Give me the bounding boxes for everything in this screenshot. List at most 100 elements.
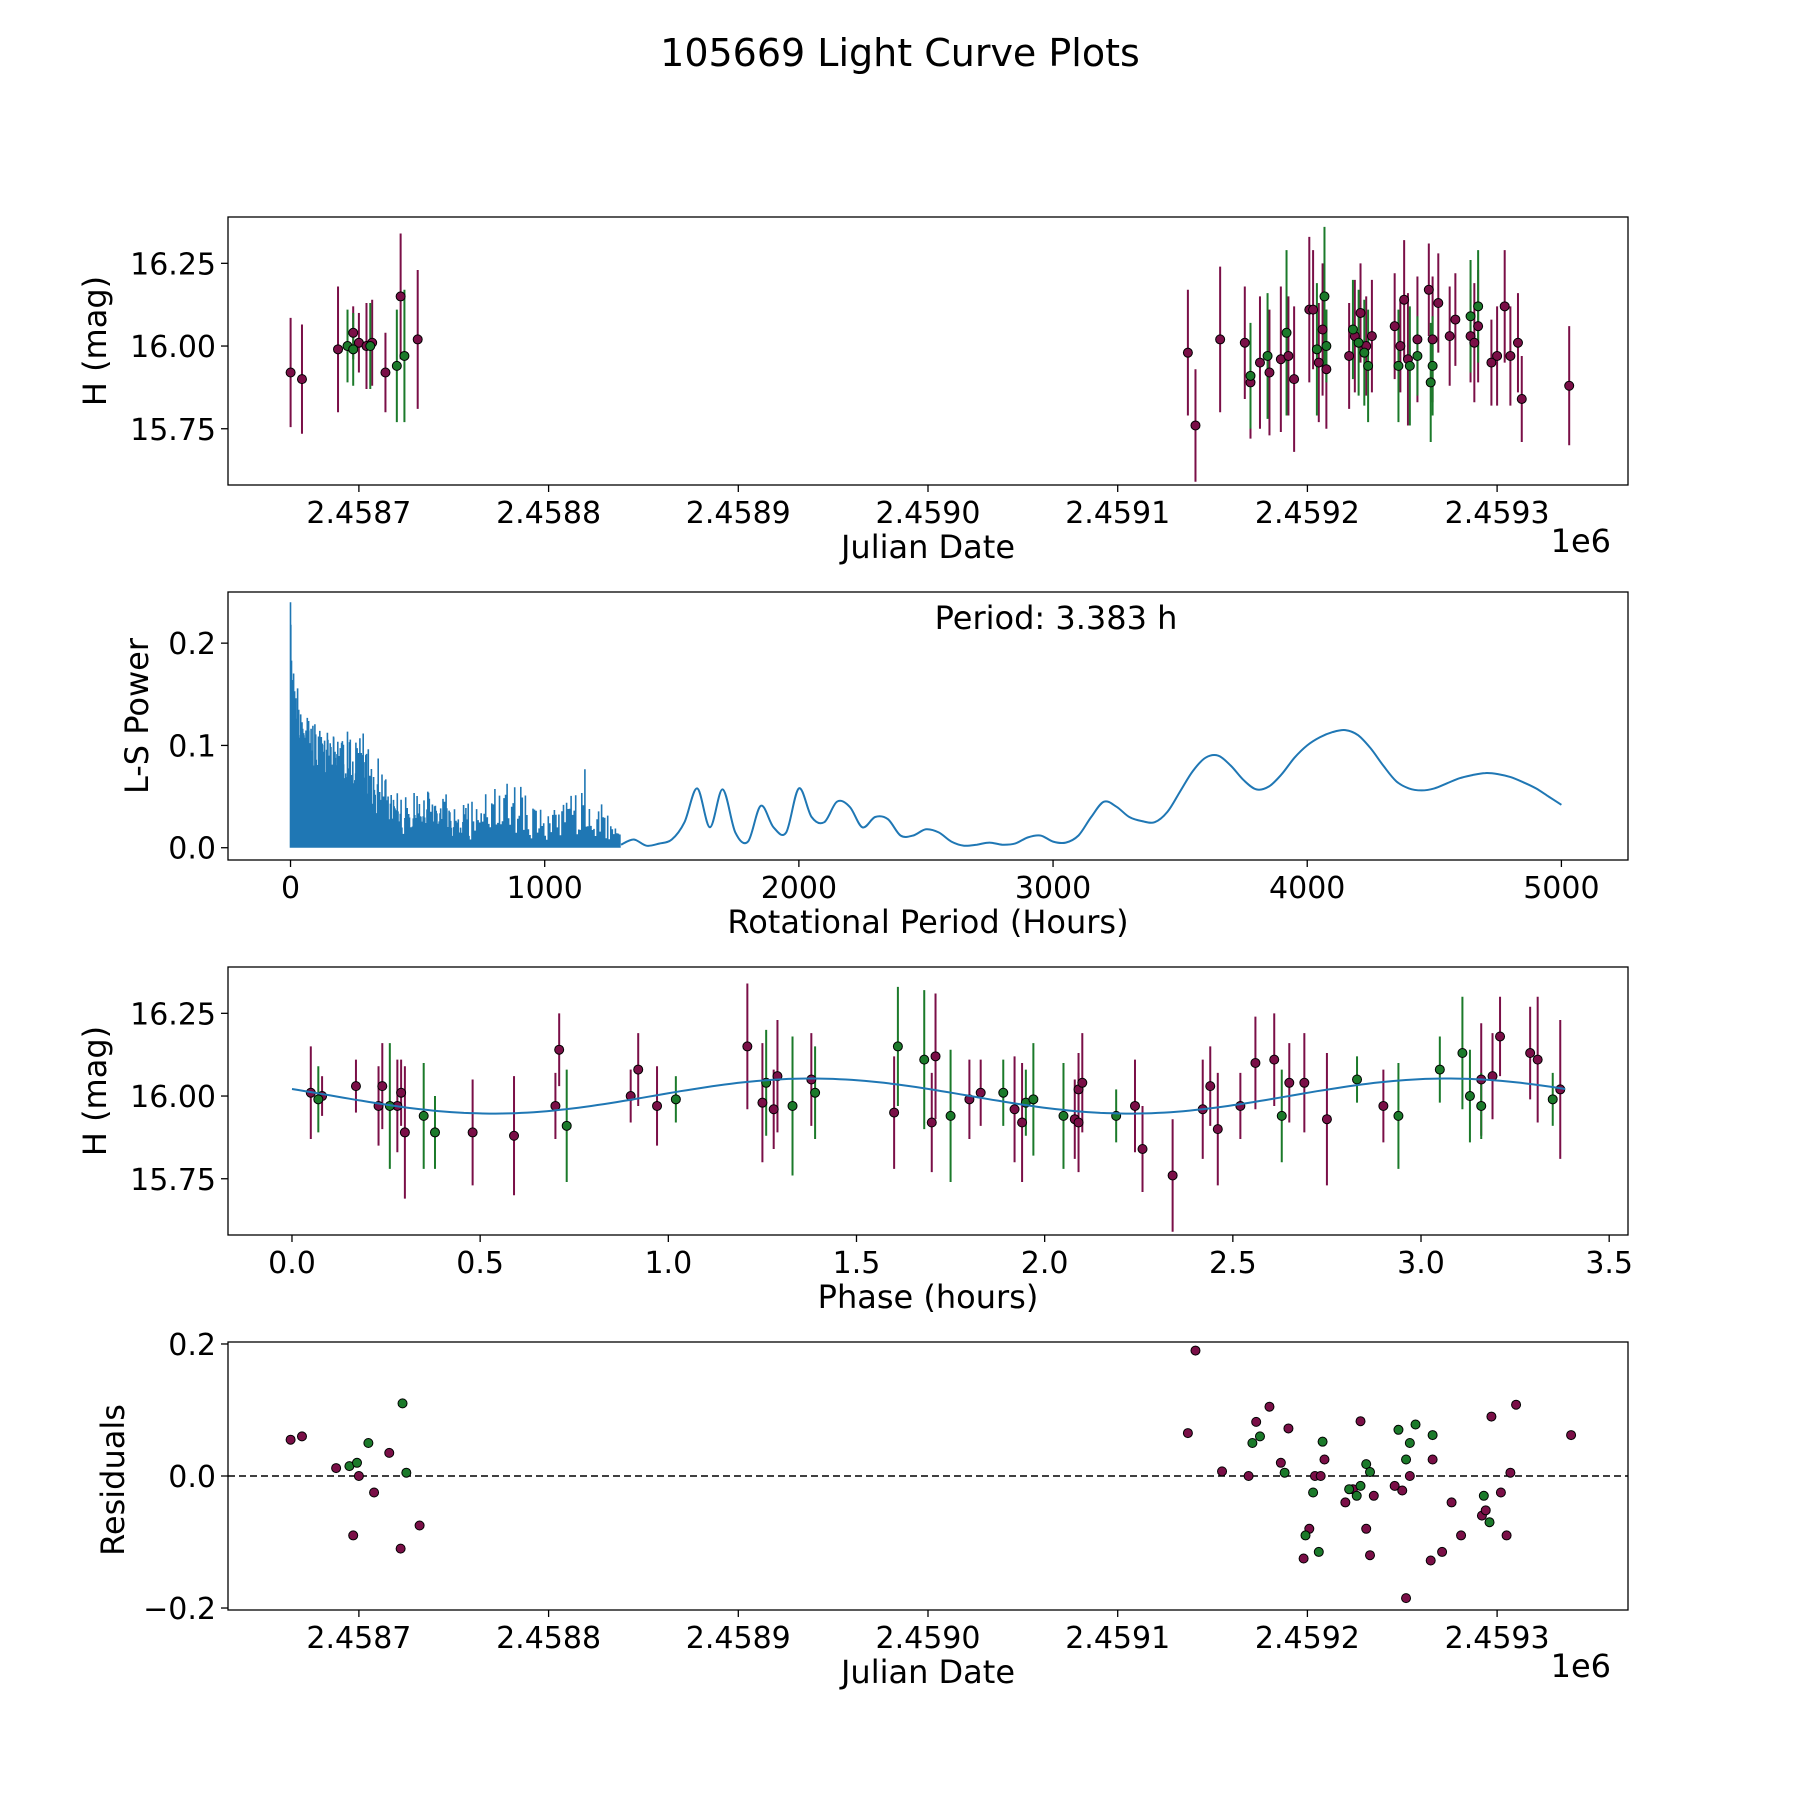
residuals-point-magenta [1397,1485,1408,1496]
light-curve-point-green [1404,360,1415,371]
phased-point-magenta [1284,1077,1295,1088]
light-curve-point-green [1311,344,1322,355]
residuals-point-green [1313,1546,1324,1557]
light-curve-point-green [1319,291,1330,302]
phased-xtick-label: 3.0 [1397,1246,1445,1281]
phased-point-magenta [1077,1077,1088,1088]
light-curve-point-magenta [1366,331,1377,342]
phased-point-green [418,1110,429,1121]
residuals-point-magenta [1437,1546,1448,1557]
light-curve-point-green [1321,341,1332,352]
phased-xtick-label: 1.0 [644,1246,692,1281]
light-curve-ylabel: H (mag) [76,276,114,406]
residuals-point-green [1344,1484,1355,1495]
light-curve-point-green [1347,324,1358,335]
light-curve-point-magenta [1264,367,1275,378]
periodogram-noise-region [289,602,621,848]
phased-point-magenta [396,1087,407,1098]
light-curve-point-green [1353,337,1364,348]
phased-point-green [1028,1094,1039,1105]
phased-point-magenta [633,1064,644,1075]
phased-point-magenta [1212,1124,1223,1135]
phased-xtick-label: 0.5 [456,1246,504,1281]
phased-point-green [810,1087,821,1098]
light-curve-xtick-label: 2.4587 [306,496,411,531]
residuals-point-green [1361,1459,1372,1470]
phased-xtick-label: 1.5 [833,1246,881,1281]
phased-point-green [1058,1110,1069,1121]
phased-point-green [1393,1110,1404,1121]
phased-xtick-label: 2.5 [1209,1246,1257,1281]
phased-ytick-label: 16.00 [130,1080,216,1115]
periodogram-xlabel: Rotational Period (Hours) [727,903,1128,941]
light-curve-point-magenta [1182,347,1193,358]
residuals-point-magenta [1446,1497,1457,1508]
phased-point-green [1476,1100,1487,1111]
phased-point-green [670,1094,681,1105]
phased-point-green [1352,1074,1363,1085]
light-curve-point-magenta [1389,321,1400,332]
light-curve-point-green [348,344,359,355]
light-curve-ytick-label: 15.75 [130,413,216,448]
phased-point-magenta [1525,1048,1536,1059]
light-curve-point-magenta [1492,350,1503,361]
light-curve-point-magenta [1512,337,1523,348]
residuals-point-magenta [1401,1593,1412,1604]
residuals-point-magenta [1501,1530,1512,1541]
residuals-point-green [1401,1454,1412,1465]
phased-point-magenta [554,1044,565,1055]
light-curve-point-magenta [333,344,344,355]
periodogram-xtick-label: 5000 [1523,871,1599,906]
light-curve-point-magenta [1239,337,1250,348]
residuals-xtick-label: 2.4587 [306,1621,411,1656]
light-curve-xtick-label: 2.4590 [876,496,981,531]
periodogram-xtick-label: 0 [281,871,300,906]
light-curve-point-magenta [1564,380,1575,391]
periodogram-ylabel: L-S Power [118,637,156,794]
periodogram-panel: 0 1000 2000 3000 4000 5000 0.0 0.1 0.2 [168,591,1629,906]
phased-point-green [561,1120,572,1131]
light-curve-panel: 2.4587 2.4588 2.4589 2.4590 2.4591 2.4592 2.45… [130,216,1629,531]
periodogram-frame [227,591,1629,861]
phased-point-magenta [350,1081,361,1092]
residuals-point-green [1279,1467,1290,1478]
phased-point-magenta [467,1127,478,1138]
residuals-point-magenta [1319,1454,1330,1465]
residuals-point-green [1410,1419,1421,1430]
residuals-point-green [1478,1490,1489,1501]
phased-point-green [1276,1110,1287,1121]
light-curve-point-magenta [1469,337,1480,348]
light-curve-point-magenta [1423,284,1434,295]
light-curve-point-magenta [1450,314,1461,325]
light-curve-point-magenta [1190,420,1201,431]
residuals-point-green [1484,1517,1495,1528]
residuals-point-magenta [1275,1457,1286,1468]
phased-ylabel: H (mag) [76,1026,114,1156]
phased-xtick-label: 0.0 [268,1246,316,1281]
phased-point-magenta [1532,1054,1543,1065]
light-curve-point-green [365,341,376,352]
residuals-point-magenta [1389,1480,1400,1491]
phased-point-magenta [399,1127,410,1138]
light-curve-ytick-label: 16.25 [130,247,216,282]
phased-point-green [945,1110,956,1121]
figure-title: 105669 Light Curve Plots [660,31,1140,75]
residuals-point-magenta [1264,1401,1275,1412]
light-curve-point-magenta [1486,357,1497,368]
light-curve-point-green [1412,350,1423,361]
residuals-point-magenta [1480,1505,1491,1516]
residuals-point-magenta [1251,1416,1262,1427]
residuals-point-green [1365,1467,1376,1478]
light-curve-point-green [1465,311,1476,322]
phased-ytick-label: 16.25 [130,997,216,1032]
periodogram-ytick-label: 0.0 [168,832,216,867]
light-curve-point-green [1262,350,1273,361]
residuals-point-magenta [1505,1467,1516,1478]
light-curve-point-magenta [1516,393,1527,404]
residuals-ytick-label: −0.2 [143,1592,216,1627]
light-curve-point-green [1473,301,1484,312]
light-curve-point-magenta [1427,334,1438,345]
phased-fit-curve [291,1077,1566,1115]
period-annotation: Period: 3.383 h [935,599,1178,637]
periodogram-curve [620,728,1562,847]
